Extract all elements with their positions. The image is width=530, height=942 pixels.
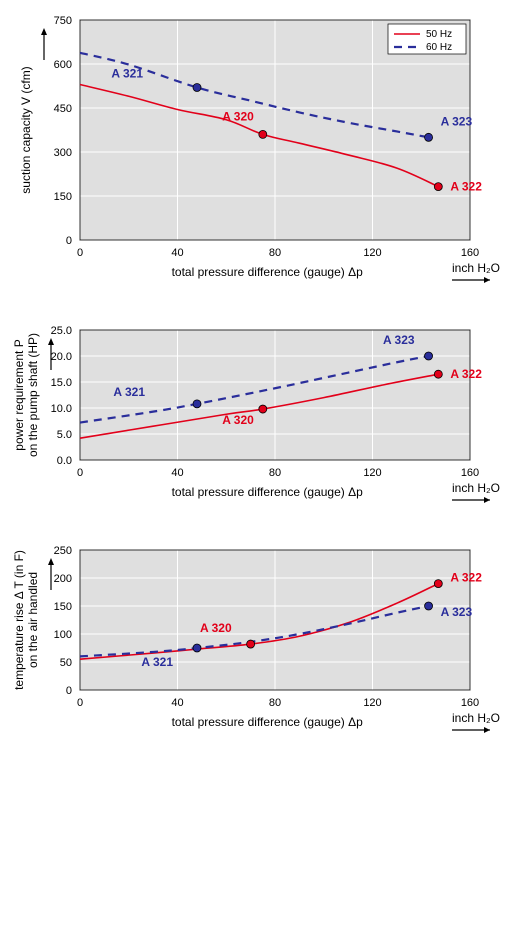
y-tick: 200 bbox=[54, 573, 72, 585]
marker bbox=[193, 644, 201, 652]
marker-label: A 321 bbox=[141, 655, 173, 669]
y-tick: 750 bbox=[54, 15, 72, 27]
y-tick: 20.0 bbox=[51, 351, 72, 363]
x-axis-label: total pressure difference (gauge) Δp bbox=[172, 715, 364, 729]
marker-label: A 323 bbox=[383, 333, 415, 347]
x-axis-label: total pressure difference (gauge) Δp bbox=[172, 265, 364, 279]
x-tick: 160 bbox=[461, 247, 479, 259]
y-tick: 15.0 bbox=[51, 377, 72, 389]
x-arrowhead bbox=[484, 277, 490, 283]
marker-label: A 322 bbox=[450, 180, 482, 194]
y-tick: 0 bbox=[66, 235, 72, 247]
y-tick: 100 bbox=[54, 629, 72, 641]
y-tick: 600 bbox=[54, 59, 72, 71]
y-axis-label: power requirement P bbox=[12, 339, 26, 450]
chart-suction-block: 0 40 80 120 160 0 150 300 450 600 750 A 321 A 320 A 3… bbox=[10, 10, 520, 290]
marker bbox=[425, 133, 433, 141]
x-tick: 0 bbox=[77, 247, 83, 259]
marker-label: A 323 bbox=[441, 605, 473, 619]
y-axis-label: suction capacity V (cfm) bbox=[19, 66, 33, 193]
y-tick: 0 bbox=[66, 685, 72, 697]
marker-label: A 322 bbox=[450, 367, 482, 381]
y-tick: 300 bbox=[54, 147, 72, 159]
marker bbox=[259, 130, 267, 138]
x-axis-unit: inch H₂O bbox=[452, 481, 500, 495]
y-axis-label: on the pump shaft (HP) bbox=[26, 333, 40, 457]
chart-temp-block: 0 40 80 120 160 0 50 100 150 200 250 A 321 A 320 A 32… bbox=[10, 540, 520, 740]
x-tick: 120 bbox=[363, 697, 381, 709]
y-tick: 5.0 bbox=[57, 429, 72, 441]
marker bbox=[193, 83, 201, 91]
marker-label: A 321 bbox=[111, 66, 143, 80]
x-tick: 80 bbox=[269, 247, 281, 259]
marker-label: A 320 bbox=[222, 109, 254, 123]
x-tick: 160 bbox=[461, 467, 479, 479]
y-tick: 0.0 bbox=[57, 455, 72, 467]
marker-label: A 323 bbox=[441, 114, 473, 128]
marker bbox=[425, 602, 433, 610]
marker bbox=[434, 370, 442, 378]
x-arrowhead bbox=[484, 497, 490, 503]
y-tick: 150 bbox=[54, 191, 72, 203]
y-tick: 150 bbox=[54, 601, 72, 613]
x-tick: 80 bbox=[269, 467, 281, 479]
y-tick: 25.0 bbox=[51, 325, 72, 337]
chart-suction: 0 40 80 120 160 0 150 300 450 600 750 A 321 A 320 A 3… bbox=[10, 10, 520, 290]
x-tick: 40 bbox=[171, 247, 183, 259]
x-axis-label: total pressure difference (gauge) Δp bbox=[172, 485, 364, 499]
chart-power-block: 0 40 80 120 160 0.0 5.0 10.0 15.0 20.0 25.0 A 321 A … bbox=[10, 320, 520, 510]
x-tick: 40 bbox=[171, 697, 183, 709]
x-tick: 120 bbox=[363, 467, 381, 479]
legend-label: 50 Hz bbox=[426, 29, 452, 40]
marker-label: A 322 bbox=[450, 571, 482, 585]
y-axis-label: temperature rise Δ T (in F) bbox=[12, 550, 26, 690]
y-tick: 10.0 bbox=[51, 403, 72, 415]
x-tick: 120 bbox=[363, 247, 381, 259]
marker bbox=[434, 183, 442, 191]
y-axis-label: on the air handled bbox=[26, 572, 40, 668]
y-tick: 250 bbox=[54, 545, 72, 557]
marker bbox=[259, 405, 267, 413]
chart-power: 0 40 80 120 160 0.0 5.0 10.0 15.0 20.0 25.0 A 321 A … bbox=[10, 320, 520, 510]
x-axis-unit: inch H₂O bbox=[452, 261, 500, 275]
x-tick: 40 bbox=[171, 467, 183, 479]
marker-label: A 320 bbox=[222, 413, 254, 427]
x-tick: 80 bbox=[269, 697, 281, 709]
chart-temp: 0 40 80 120 160 0 50 100 150 200 250 A 321 A 320 A 32… bbox=[10, 540, 520, 740]
marker bbox=[434, 580, 442, 588]
x-tick: 0 bbox=[77, 467, 83, 479]
marker bbox=[247, 640, 255, 648]
x-tick: 160 bbox=[461, 697, 479, 709]
y-arrowhead bbox=[48, 558, 54, 565]
marker bbox=[425, 352, 433, 360]
y-arrowhead bbox=[41, 28, 47, 35]
x-axis-unit: inch H₂O bbox=[452, 711, 500, 725]
marker bbox=[193, 400, 201, 408]
x-tick: 0 bbox=[77, 697, 83, 709]
marker-label: A 321 bbox=[113, 385, 145, 399]
y-tick: 50 bbox=[60, 657, 72, 669]
x-arrowhead bbox=[484, 727, 490, 733]
marker-label: A 320 bbox=[200, 621, 232, 635]
y-tick: 450 bbox=[54, 103, 72, 115]
y-arrowhead bbox=[48, 338, 54, 345]
legend-label: 60 Hz bbox=[426, 42, 452, 53]
